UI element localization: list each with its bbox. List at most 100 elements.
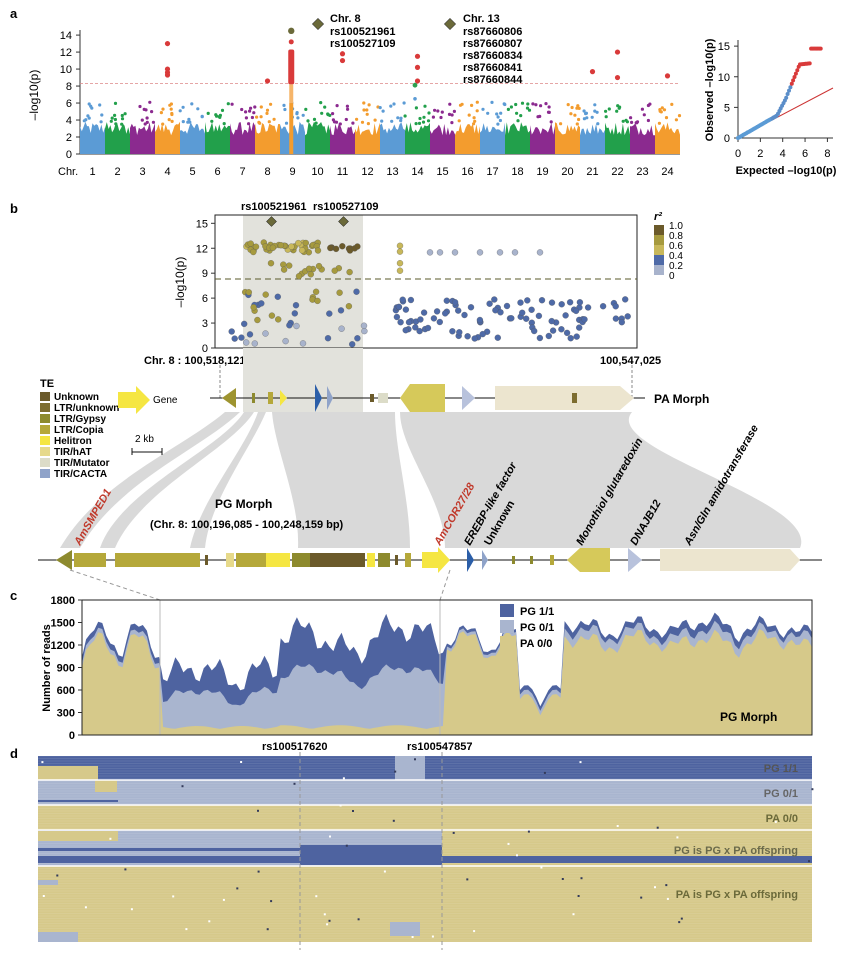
pg-morph-label: PG Morph	[215, 497, 272, 511]
manhattan-point	[495, 112, 499, 116]
locus-point	[395, 303, 403, 311]
chr13-peak-2	[413, 96, 417, 101]
read-detail	[38, 848, 300, 851]
highlight-extension	[243, 348, 363, 412]
manhattan-chrom-block	[580, 123, 605, 154]
read-mismatch	[452, 831, 455, 834]
manhattan-point	[169, 107, 173, 111]
locus-point	[548, 299, 556, 306]
peak8-snp-1: rs100521961	[330, 26, 395, 38]
manhattan-point	[499, 111, 503, 115]
locus-point	[430, 315, 438, 322]
read-mismatch	[42, 895, 45, 897]
manhattan-point	[662, 108, 667, 112]
peak13-diamond	[443, 17, 457, 31]
locus-point	[572, 307, 580, 315]
read-mismatch	[266, 928, 269, 931]
manhattan-point	[265, 111, 269, 115]
manhattan-point	[159, 111, 163, 115]
locus-point	[424, 324, 432, 332]
read-mismatch	[257, 809, 259, 812]
manhattan-chrom-block	[180, 122, 205, 154]
chrom-label: 10	[311, 166, 323, 178]
manhattan-point	[509, 105, 513, 109]
pg-te-14	[530, 556, 533, 564]
locus-point	[494, 334, 501, 341]
manhattan-point	[642, 113, 646, 117]
chrom-label: 5	[189, 166, 195, 178]
manhattan-point	[664, 116, 669, 120]
locus-point	[476, 249, 484, 256]
locus-point	[399, 296, 406, 303]
manhattan-point	[86, 114, 90, 118]
manhattan-point	[534, 103, 538, 107]
coverage-ytick-label: 1800	[51, 595, 75, 607]
r2-swatch	[654, 245, 664, 255]
manhattan-point	[396, 116, 400, 120]
manhattan-point	[190, 102, 194, 106]
synteny-ribbons	[60, 412, 802, 548]
read-detail	[38, 800, 118, 802]
coverage-y-axis: 0 300 600 900 1200 1500 1800	[51, 595, 82, 742]
chrom-label: 16	[461, 166, 473, 178]
panel-b: b 0 3 6 9 12 15 –log10(p) rs100521961 rs10052…	[10, 201, 822, 601]
locus-point	[612, 315, 620, 322]
manhattan-point	[301, 113, 305, 117]
manhattan-point	[502, 102, 506, 106]
manhattan-point	[148, 100, 152, 104]
read-mismatch	[185, 928, 188, 931]
r2-tick-label: 0	[669, 271, 675, 282]
locus-point	[436, 318, 443, 326]
te-swatch	[40, 458, 50, 467]
panel-c: c 0 300 600 900 1200 1500 1800 Number of reads…	[10, 588, 813, 742]
te-swatch	[40, 469, 50, 478]
locus-point	[566, 299, 574, 306]
manhattan-point	[616, 104, 620, 108]
manhattan-point	[380, 119, 384, 123]
locus-point	[295, 273, 303, 280]
coverage-legend-label: PA 0/0	[520, 638, 552, 650]
read-mismatch	[323, 913, 326, 916]
pa-gene-6	[462, 386, 475, 410]
locus-point	[503, 302, 511, 310]
locus-ylabel: –log10(p)	[173, 257, 187, 308]
pg-te-3	[205, 555, 208, 565]
manhattan-point	[323, 105, 327, 109]
locus-point	[315, 262, 323, 270]
locus-point	[262, 330, 269, 337]
pg-gene-unknown	[482, 550, 488, 570]
te-label: TIR/Mutator	[54, 458, 110, 469]
manhattan-point	[267, 120, 271, 124]
manhattan-chrom-block	[505, 122, 530, 154]
manhattan-point	[585, 116, 589, 120]
coverage-ytick-label: 1200	[51, 640, 75, 652]
manhattan-point	[431, 115, 435, 119]
read-mismatch	[383, 870, 386, 873]
locus-point	[426, 249, 434, 256]
qq-ytick-label: 10	[718, 72, 730, 84]
manhattan-point	[670, 102, 674, 106]
track-label-pg-offspring: PG is PG x PA offspring	[674, 845, 798, 857]
locus-ytick-label: 6	[202, 293, 208, 305]
manhattan-point	[214, 113, 218, 117]
manhattan-chrom-block	[530, 122, 555, 154]
manhattan-point	[253, 105, 257, 109]
locus-point	[417, 316, 424, 323]
chrom-label: 21	[586, 166, 598, 178]
ribbon-2	[100, 412, 254, 548]
read-mismatch	[431, 935, 434, 938]
read-mismatch	[329, 835, 331, 838]
read-mismatch	[579, 761, 582, 764]
chrom-label: 13	[386, 166, 398, 178]
manhattan-point	[460, 102, 464, 106]
qq-ylabel: Observed –log10(p)	[704, 38, 716, 141]
pg-te-8	[310, 553, 365, 567]
snp-left: rs100517620	[262, 741, 327, 753]
read-detail	[38, 831, 118, 841]
read-mismatch	[109, 837, 112, 840]
lead-snp-1-diamond	[266, 216, 277, 227]
locus-point	[354, 243, 361, 250]
manhattan-point	[577, 106, 581, 110]
read-mismatch	[774, 820, 777, 823]
manhattan-point	[629, 116, 633, 120]
